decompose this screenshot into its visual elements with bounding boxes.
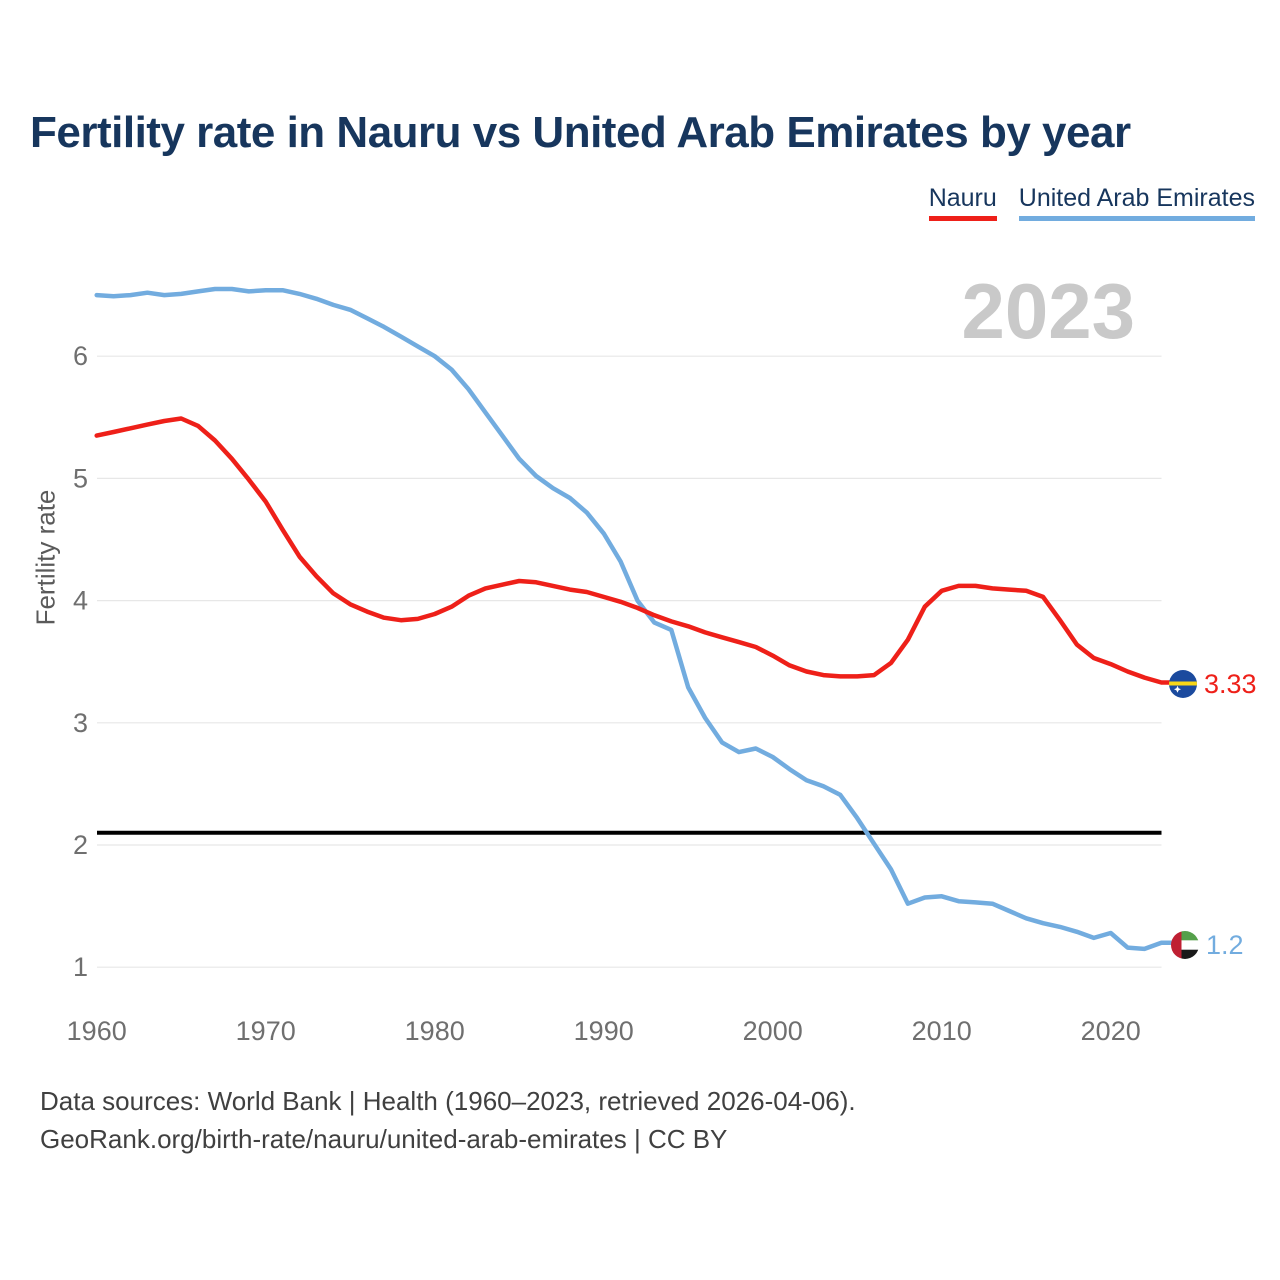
series-lines[interactable] — [94, 286, 1179, 952]
nauru-flag-icon — [1169, 670, 1197, 698]
y-tick-label: 2 — [73, 830, 88, 860]
series-line-united-arab-emirates[interactable] — [94, 286, 1179, 952]
legend: Nauru United Arab Emirates — [928, 184, 1255, 221]
x-tick-label: 2000 — [743, 1016, 803, 1046]
legend-item-nauru[interactable]: Nauru — [928, 184, 997, 221]
gridlines — [97, 355, 1162, 968]
uae-flag-icon — [1171, 931, 1199, 959]
end-value-nauru: 3.33 — [1204, 669, 1257, 699]
y-tick-label: 5 — [73, 463, 88, 493]
y-tick-label: 4 — [73, 586, 88, 616]
x-tick-label: 2020 — [1081, 1016, 1141, 1046]
x-tick-label: 1970 — [236, 1016, 296, 1046]
axis-tick-labels: 6 5 4 3 2 1 1960 1970 1980 1990 2000 2010 2020 — [67, 341, 1141, 1046]
x-tick-label: 1960 — [67, 1016, 127, 1046]
y-tick-label: 6 — [73, 341, 88, 371]
page-title: Fertility rate in Nauru vs United Arab E… — [30, 108, 1131, 157]
x-tick-label: 2010 — [912, 1016, 972, 1046]
end-value-uae: 1.2 — [1206, 930, 1244, 960]
footer: Data sources: World Bank | Health (1960–… — [40, 1082, 856, 1158]
data-sources-text: Data sources: World Bank | Health (1960–… — [40, 1086, 856, 1116]
y-tick-label: 1 — [73, 952, 88, 982]
y-tick-label: 3 — [73, 708, 88, 738]
x-tick-label: 1990 — [574, 1016, 634, 1046]
attribution-text: GeoRank.org/birth-rate/nauru/united-arab… — [40, 1124, 728, 1154]
x-tick-label: 1980 — [405, 1016, 465, 1046]
legend-item-united-arab-emirates[interactable]: United Arab Emirates — [1018, 184, 1255, 221]
watermark-year: 2023 — [961, 267, 1135, 355]
series-line-nauru[interactable] — [94, 416, 1179, 685]
